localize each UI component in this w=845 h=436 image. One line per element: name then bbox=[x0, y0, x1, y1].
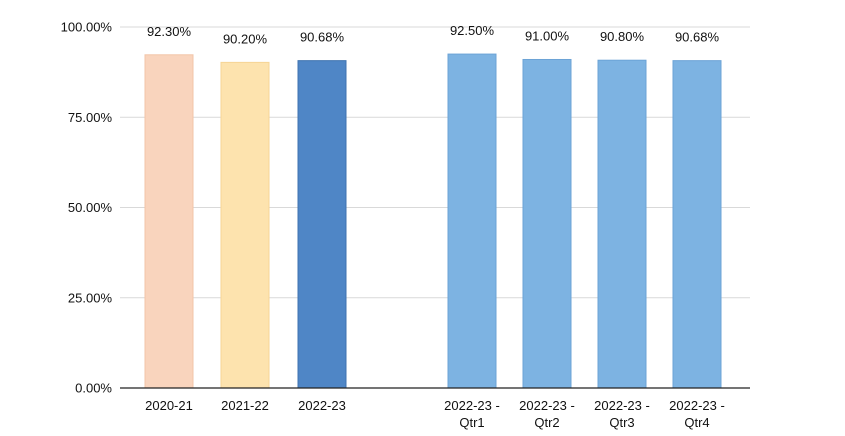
data-label: 91.00% bbox=[525, 28, 570, 43]
x-tick-label: 2022-23 - Qtr3 bbox=[594, 398, 650, 430]
x-tick-label-line: 2022-23 - bbox=[669, 398, 725, 413]
bar bbox=[597, 59, 647, 389]
x-tick-label-line: Qtr1 bbox=[459, 415, 484, 430]
data-label: 92.30% bbox=[147, 24, 192, 39]
x-tick-label: 2022-23 - Qtr1 bbox=[444, 398, 500, 430]
x-tick-label: 2022-23 bbox=[298, 398, 346, 413]
x-tick-label-line: 2022-23 - bbox=[444, 398, 500, 413]
y-tick-label: 50.00% bbox=[68, 200, 113, 215]
y-tick-label: 25.00% bbox=[68, 290, 113, 305]
x-tick-label-line: 2022-23 - bbox=[594, 398, 650, 413]
y-tick-label: 75.00% bbox=[68, 110, 113, 125]
bar bbox=[672, 60, 722, 389]
x-axis-ticks: 2020-21 2021-22 2022-23 2022-23 -Qtr12022-2… bbox=[145, 398, 725, 430]
x-tick-label-line: 2020-21 bbox=[145, 398, 193, 413]
y-tick-label: 0.00% bbox=[75, 381, 112, 396]
y-tick-label: 100.00% bbox=[61, 20, 113, 35]
x-tick-label: 2021-22 bbox=[221, 398, 269, 413]
x-tick-label-line: Qtr2 bbox=[534, 415, 559, 430]
x-tick-label: 2022-23 - Qtr2 bbox=[519, 398, 575, 430]
x-tick-label-line: Qtr4 bbox=[684, 415, 709, 430]
x-tick-label-line: 2022-23 bbox=[298, 398, 346, 413]
data-label: 90.68% bbox=[300, 30, 345, 45]
bar bbox=[522, 58, 572, 389]
gridlines bbox=[120, 26, 750, 299]
data-label: 92.50% bbox=[450, 23, 495, 38]
bar bbox=[447, 53, 497, 389]
bars bbox=[144, 53, 722, 389]
bar bbox=[144, 54, 194, 389]
x-tick-label: 2020-21 bbox=[145, 398, 193, 413]
y-axis-ticks: 0.00% 25.00% 50.00% 75.00% 100.00% bbox=[61, 20, 113, 396]
x-tick-label-line: 2021-22 bbox=[221, 398, 269, 413]
bar bbox=[220, 61, 270, 389]
value-labels: 92.30% 90.20% 90.68% 92.50% 91.00% 90.80% 90.6… bbox=[147, 23, 720, 46]
x-tick-label-line: Qtr3 bbox=[609, 415, 634, 430]
data-label: 90.68% bbox=[675, 30, 720, 45]
x-tick-label-line: 2022-23 - bbox=[519, 398, 575, 413]
data-label: 90.20% bbox=[223, 31, 268, 46]
data-label: 90.80% bbox=[600, 29, 645, 44]
bar bbox=[297, 60, 347, 389]
x-tick-label: 2022-23 - Qtr4 bbox=[669, 398, 725, 430]
